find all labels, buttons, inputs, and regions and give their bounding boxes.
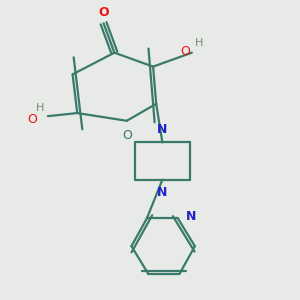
Text: H: H [195, 38, 203, 48]
Text: O: O [180, 45, 190, 58]
Text: N: N [157, 123, 168, 136]
Text: N: N [186, 210, 196, 223]
Text: O: O [98, 6, 109, 19]
Text: O: O [27, 113, 37, 126]
Text: O: O [122, 128, 132, 142]
Text: H: H [35, 103, 44, 113]
Text: N: N [157, 186, 168, 200]
